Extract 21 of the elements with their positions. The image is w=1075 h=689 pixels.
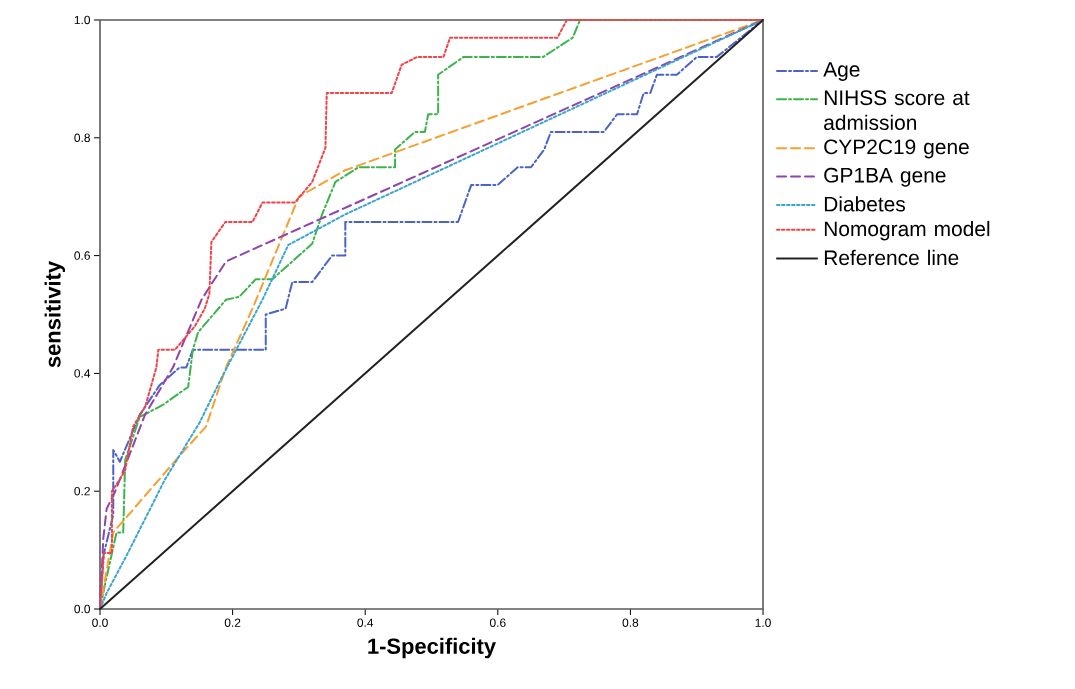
x-tick-label: 0.6	[489, 618, 506, 627]
legend-label: Diabetes	[824, 196, 906, 212]
y-tick-label: 1.0	[74, 15, 91, 25]
y-tick-label: 0.6	[74, 251, 90, 260]
y-axis-title: sensitivity	[44, 261, 66, 368]
x-tick-label: 0.8	[622, 618, 639, 627]
y-tick-label: 0.2	[74, 486, 90, 496]
legend-label: Age	[823, 62, 860, 81]
x-tick-label: 1.0	[755, 618, 771, 627]
legend-label: Nomogram model	[824, 220, 990, 241]
y-tick-label: 0.4	[74, 369, 91, 378]
y-tick-label: 0.8	[74, 133, 90, 143]
x-tick-label: 0.4	[357, 618, 374, 627]
legend-label: GP1BA gene	[824, 167, 946, 187]
x-tick-label: 0.2	[224, 618, 241, 627]
legend-label: NIHSS score at admission	[824, 90, 970, 131]
x-tick-label: 0.0	[92, 618, 108, 627]
y-tick-label: 0.0	[74, 604, 91, 614]
legend-label: Reference line	[824, 249, 959, 266]
x-axis-title: 1-Specificity	[368, 637, 496, 659]
legend-label: CYP2C19 gene	[824, 139, 969, 159]
